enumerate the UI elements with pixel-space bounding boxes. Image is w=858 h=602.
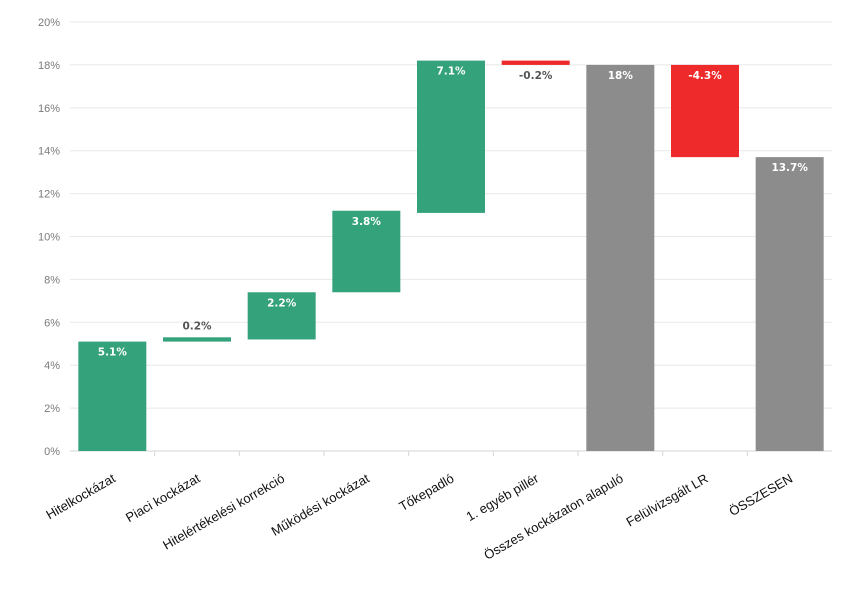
x-category-label: Összes kockázaton alapuló	[481, 471, 626, 563]
bar-total	[586, 64, 655, 452]
bar-decrease	[671, 64, 739, 158]
y-tick-label: 14%	[38, 146, 60, 158]
value-label: 7.1%	[436, 66, 466, 78]
bar-total	[755, 157, 824, 451]
bar-decrease	[501, 60, 570, 65]
y-tick-label: 18%	[38, 60, 60, 72]
value-label: 0.2%	[182, 320, 212, 332]
x-category-label: 1. egyéb pillér	[464, 470, 542, 524]
y-tick-label: 4%	[44, 360, 60, 372]
x-category-label: Piaci kockázat	[123, 470, 203, 525]
x-category-label: Felülvizsgált LR	[624, 471, 711, 530]
y-tick-label: 12%	[38, 189, 60, 201]
y-tick-label: 20%	[38, 17, 60, 29]
bar-increase	[163, 337, 231, 342]
y-tick-label: 10%	[38, 232, 60, 244]
y-tick-label: 6%	[44, 317, 60, 329]
x-category-label: ÖSSZESEN	[726, 471, 795, 519]
y-tick-label: 0%	[44, 446, 60, 458]
value-label: 3.8%	[352, 216, 382, 228]
bar-increase	[247, 292, 316, 340]
y-tick-label: 16%	[38, 103, 60, 115]
value-label: 18%	[608, 70, 634, 82]
value-labels: 5.1% 0.2% 2.2% 3.8% 7.1% -0.2% 18% -4.3% 13.7%	[98, 66, 809, 359]
value-label: -0.2%	[519, 70, 553, 82]
bar-increase	[332, 210, 401, 293]
y-tick-label: 8%	[44, 274, 60, 286]
y-tick-label: 2%	[44, 403, 60, 415]
x-category-label: Tőkepadló	[396, 471, 456, 514]
value-label: 13.7%	[771, 162, 808, 174]
value-label: 5.1%	[98, 347, 128, 359]
x-category-label: Hitelkockázat	[43, 470, 118, 522]
value-label: 2.2%	[267, 297, 297, 309]
y-axis-ticks: 0% 2% 4% 6% 8% 10% 12% 14% 16% 18% 20%	[38, 17, 60, 458]
value-label: -4.3%	[688, 70, 722, 82]
bar-increase	[78, 341, 147, 451]
bars	[78, 60, 824, 452]
bar-increase	[417, 60, 485, 213]
x-axis-labels: Hitelkockázat Piaci kockázatHitelértékelé…	[43, 470, 795, 562]
